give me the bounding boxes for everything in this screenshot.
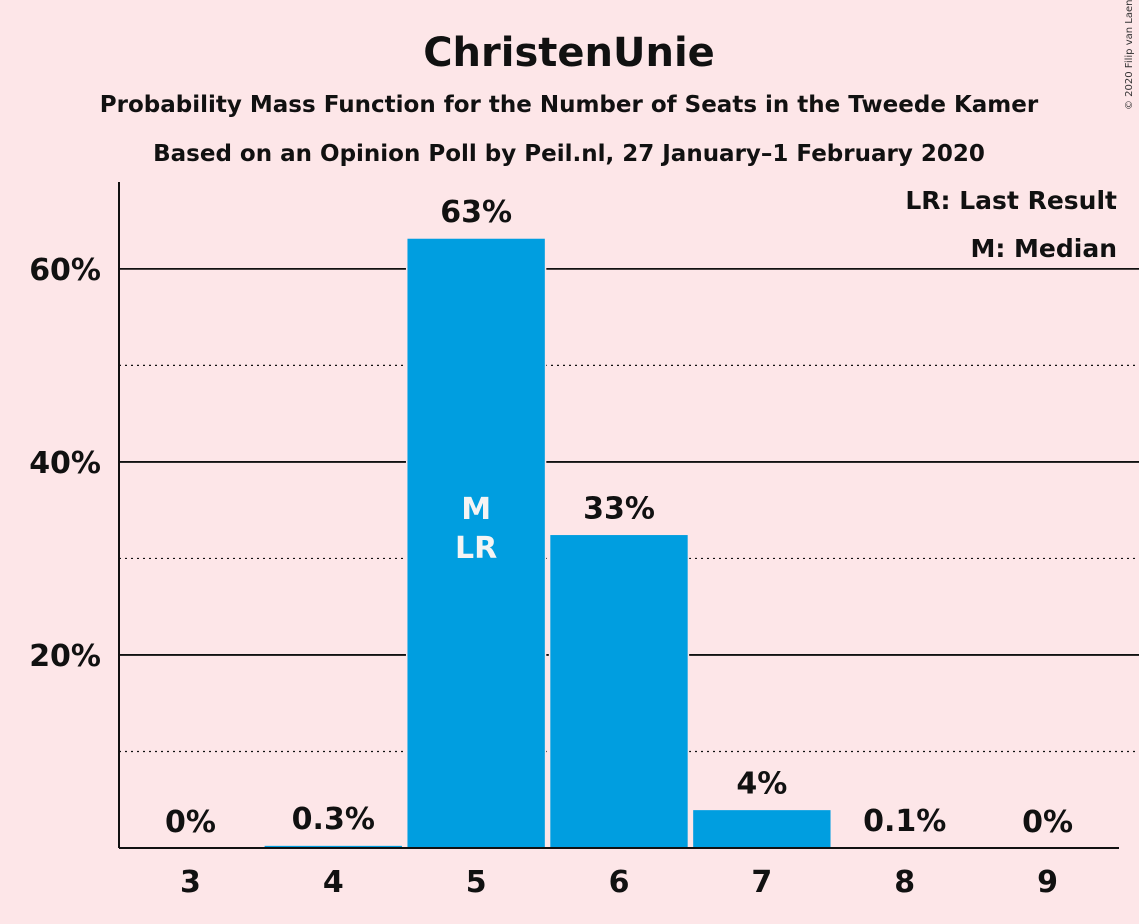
data-label-8: 0.1% [863,804,946,839]
data-label-6: 33% [583,491,655,526]
legend-median: M: Median [970,234,1117,263]
x-tick-label: 5 [466,865,487,900]
x-tick-label: 8 [894,865,915,900]
chart-subtitle-poll: Based on an Opinion Poll by Peil.nl, 27 … [153,141,985,167]
data-labels: 0% 3 0.3% 4 63% M LR 5 33% 6 4% 7 0.1% 8 0% 9 [165,195,1073,900]
x-tick-label: 9 [1037,865,1058,900]
axes: 20% 40% 60% [29,182,1119,849]
y-tick-label: 60% [29,253,101,288]
bar-annotation-m: M [461,492,491,527]
chart-subtitle: Probability Mass Function for the Number… [100,92,1039,118]
data-label-5: 63% [440,195,512,230]
data-label-3: 0% [165,805,216,840]
bar-annotation-lr: LR [455,531,497,566]
x-tick-label: 3 [180,865,201,900]
x-tick-label: 4 [323,865,344,900]
copyright-text: © 2020 Filip van Laenen [1124,0,1135,110]
y-tick-label: 20% [29,639,101,674]
bars [263,237,975,849]
y-tick-label: 40% [29,446,101,481]
x-tick-label: 7 [751,865,772,900]
data-label-4: 0.3% [292,802,375,837]
legend-last-result: LR: Last Result [905,186,1117,215]
x-tick-label: 6 [609,865,630,900]
data-label-7: 4% [736,766,787,801]
bar-7 [691,808,833,849]
data-label-9: 0% [1022,805,1073,840]
bar-6 [548,533,690,849]
chart-title: ChristenUnie [423,30,715,76]
bar-5 [405,237,547,849]
